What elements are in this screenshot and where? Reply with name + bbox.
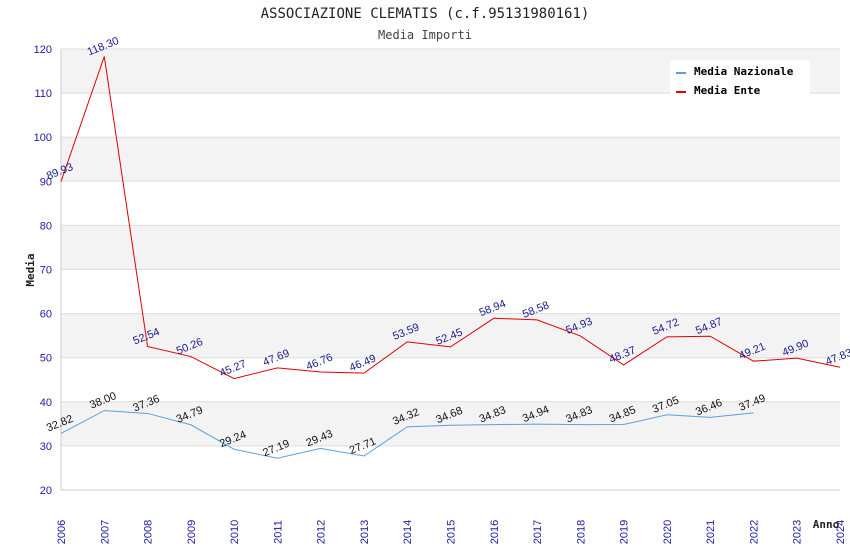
y-tick-label: 30: [40, 441, 52, 453]
legend-label-media-nazionale: Media Nazionale: [694, 65, 794, 78]
plot-band: [61, 269, 840, 314]
plot-band: [61, 93, 840, 138]
x-tick-label: 2010: [229, 520, 241, 544]
y-axis-label: Media: [24, 253, 37, 286]
y-tick-label: 20: [40, 485, 52, 497]
plot-background: [61, 49, 840, 490]
x-tick-label: 2014: [402, 520, 414, 544]
y-tick-label: 100: [34, 132, 52, 144]
y-tick-label: 90: [40, 176, 52, 188]
y-tick-label: 40: [40, 397, 52, 409]
x-axis-label: Anno: [813, 518, 840, 531]
legend-label-media-ente: Media Ente: [694, 84, 761, 97]
x-tick-label: 2020: [662, 520, 674, 544]
x-tick-label: 2019: [619, 520, 631, 544]
y-axis-ticks: 20 30 40 50 60 70 80 90 100 110 120: [34, 44, 52, 497]
x-axis-ticks: 2006 2007 2008 2009 2010 2011 2012 2013 2014 2015…: [56, 520, 847, 544]
plot-band: [61, 445, 840, 490]
x-tick-label: 2007: [99, 520, 111, 544]
x-tick-label: 2013: [359, 520, 371, 544]
series-line-media-ente: [60, 56, 841, 380]
series-lines: [60, 56, 841, 459]
x-tick-label: 2011: [272, 520, 284, 544]
y-tick-label: 120: [34, 44, 52, 56]
series-line-media-nazionale: [60, 410, 754, 459]
plot-band: [61, 225, 840, 270]
plot-band: [61, 313, 840, 358]
legend-box: [670, 60, 810, 97]
plot-band: [61, 357, 840, 402]
x-tick-label: 2023: [792, 520, 804, 544]
x-tick-label: 2016: [489, 520, 501, 544]
x-tick-label: 2022: [748, 520, 760, 544]
y-tick-label: 60: [40, 309, 52, 321]
x-tick-label: 2024: [835, 520, 847, 544]
x-tick-label: 2015: [446, 520, 458, 544]
y-tick-label: 80: [40, 220, 52, 232]
x-tick-label: 2009: [186, 520, 198, 544]
chart-title: ASSOCIAZIONE CLEMATIS (c.f.95131980161): [261, 6, 590, 22]
plot-band: [61, 401, 840, 446]
y-tick-label: 50: [40, 353, 52, 365]
legend: Media Nazionale Media Ente: [670, 60, 810, 97]
grid-lines: [60, 48, 840, 491]
x-tick-label: 2018: [575, 520, 587, 544]
y-tick-label: 110: [34, 88, 52, 100]
x-tick-label: 2008: [143, 520, 155, 544]
y-tick-label: 70: [40, 265, 52, 277]
plot-band: [61, 181, 840, 226]
x-tick-label: 2017: [532, 520, 544, 544]
x-tick-label: 2012: [316, 520, 328, 544]
chart-subtitle: Media Importi: [378, 28, 472, 42]
x-tick-label: 2021: [705, 520, 717, 544]
x-tick-label: 2006: [56, 520, 68, 544]
plot-band: [61, 137, 840, 182]
